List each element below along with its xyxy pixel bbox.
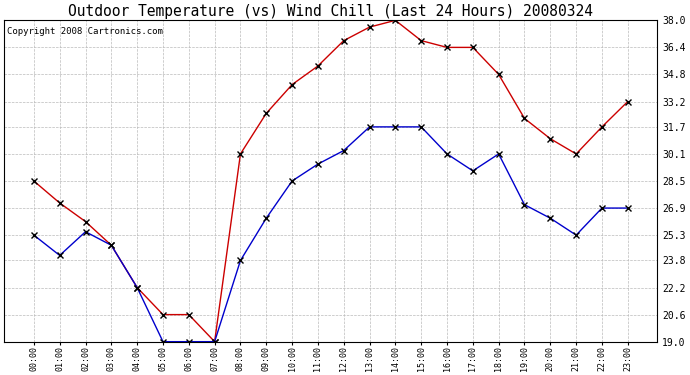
Text: Copyright 2008 Cartronics.com: Copyright 2008 Cartronics.com: [8, 27, 164, 36]
Title: Outdoor Temperature (vs) Wind Chill (Last 24 Hours) 20080324: Outdoor Temperature (vs) Wind Chill (Las…: [68, 4, 593, 19]
